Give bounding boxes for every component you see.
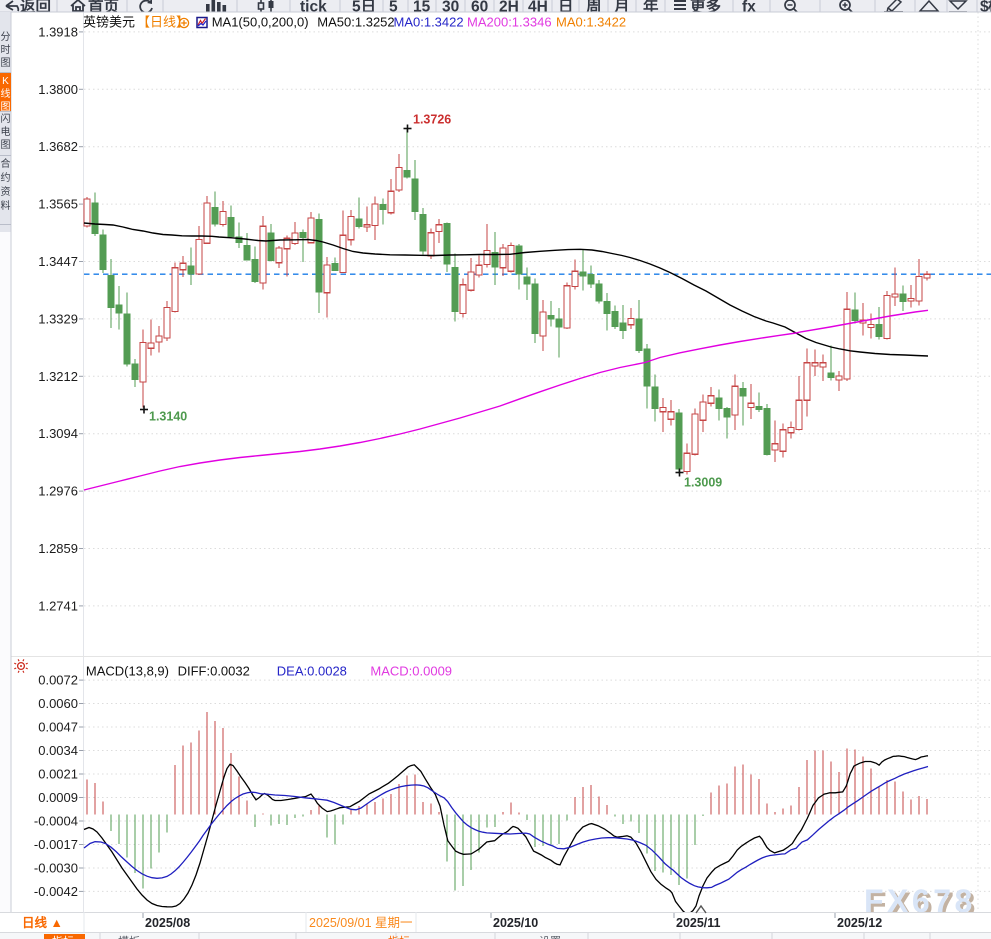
svg-text:-0.0004: -0.0004 [34,814,78,829]
svg-text:返回: 返回 [20,0,51,16]
svg-text:1.3918: 1.3918 [38,24,78,39]
svg-text:1.2859: 1.2859 [38,541,78,556]
svg-text:日线 ▲: 日线 ▲ [22,915,63,930]
svg-text:$: $ [980,0,989,16]
svg-text:MA200:1.3346: MA200:1.3346 [467,15,552,30]
svg-text:K: K [2,76,9,87]
svg-text:日: 日 [558,0,574,16]
svg-text:MACD:0.0009: MACD:0.0009 [370,664,452,679]
svg-text:2025/12: 2025/12 [837,916,882,930]
svg-text:资: 资 [1,186,11,198]
svg-text:DEA:0.0028: DEA:0.0028 [277,664,347,679]
svg-text:周: 周 [586,0,602,16]
svg-text:时: 时 [1,44,11,56]
svg-text:梯: 梯 [988,0,991,15]
svg-text:1.3447: 1.3447 [38,254,78,269]
svg-text:1.3329: 1.3329 [38,311,78,326]
svg-text:英镑美元: 英镑美元 [83,15,135,30]
svg-text:1.3726: 1.3726 [413,113,451,127]
svg-text:1.3565: 1.3565 [38,197,78,212]
svg-text:0.0034: 0.0034 [38,743,78,758]
svg-text:30: 30 [442,0,459,16]
svg-text:0.0021: 0.0021 [38,767,78,782]
svg-text:MACD(13,8,9): MACD(13,8,9) [86,664,169,679]
svg-text:MA0:1.3422: MA0:1.3422 [556,15,626,30]
svg-text:15: 15 [413,0,431,16]
svg-text:月: 月 [613,0,630,16]
svg-text:图: 图 [1,139,11,151]
svg-text:闪: 闪 [1,112,11,125]
svg-text:指标: 指标 [388,934,410,939]
svg-text:2025/11: 2025/11 [676,916,721,930]
svg-text:电: 电 [1,125,11,138]
svg-text:图: 图 [1,101,11,113]
svg-text:fx: fx [742,0,756,16]
svg-text:tick: tick [300,0,327,16]
svg-text:1.3009: 1.3009 [684,476,722,490]
svg-text:料: 料 [1,199,11,212]
svg-text:合: 合 [1,157,11,170]
svg-text:1.2976: 1.2976 [38,484,78,499]
svg-text:5: 5 [389,0,398,16]
svg-text:约: 约 [1,171,11,184]
svg-text:分: 分 [1,31,11,43]
svg-text:0.0072: 0.0072 [38,673,78,688]
svg-text:模板: 模板 [118,934,140,939]
svg-text:5日: 5日 [352,0,376,16]
svg-text:1.3212: 1.3212 [38,369,78,384]
svg-text:60: 60 [471,0,488,16]
svg-text:图: 图 [1,57,11,69]
svg-text:MA1(50,0,200,0): MA1(50,0,200,0) [212,15,309,30]
svg-text:1.3800: 1.3800 [38,82,78,97]
svg-text:DIFF:0.0032: DIFF:0.0032 [178,664,250,679]
svg-text:2025/10: 2025/10 [493,916,538,930]
svg-text:-0.0030: -0.0030 [34,861,78,876]
svg-text:1.3094: 1.3094 [38,426,78,441]
svg-text:4H: 4H [528,0,548,16]
svg-text:1.2741: 1.2741 [38,598,78,613]
svg-text:0.0047: 0.0047 [38,720,78,735]
svg-text:更多: 更多 [690,0,722,16]
svg-text:0.0009: 0.0009 [38,790,78,805]
svg-text:-0.0017: -0.0017 [34,837,78,852]
svg-text:-0.0042: -0.0042 [34,884,78,899]
svg-text:年: 年 [643,0,659,16]
svg-text:2025/09/01 星期一: 2025/09/01 星期一 [309,916,413,930]
svg-text:1.3682: 1.3682 [38,139,78,154]
svg-text:MA0:1.3422: MA0:1.3422 [394,15,464,30]
svg-text:1.3140: 1.3140 [149,410,187,424]
svg-text:【日线】: 【日线】 [137,15,189,30]
svg-text:MA50:1.3252: MA50:1.3252 [317,15,394,30]
svg-text:2H: 2H [499,0,519,16]
svg-text:首页: 首页 [88,0,119,16]
svg-text:设置: 设置 [539,935,561,939]
svg-text:2025/08: 2025/08 [145,916,190,930]
svg-text:指标: 指标 [52,934,74,939]
svg-text:0.0060: 0.0060 [38,696,78,711]
svg-text:线: 线 [1,87,11,100]
